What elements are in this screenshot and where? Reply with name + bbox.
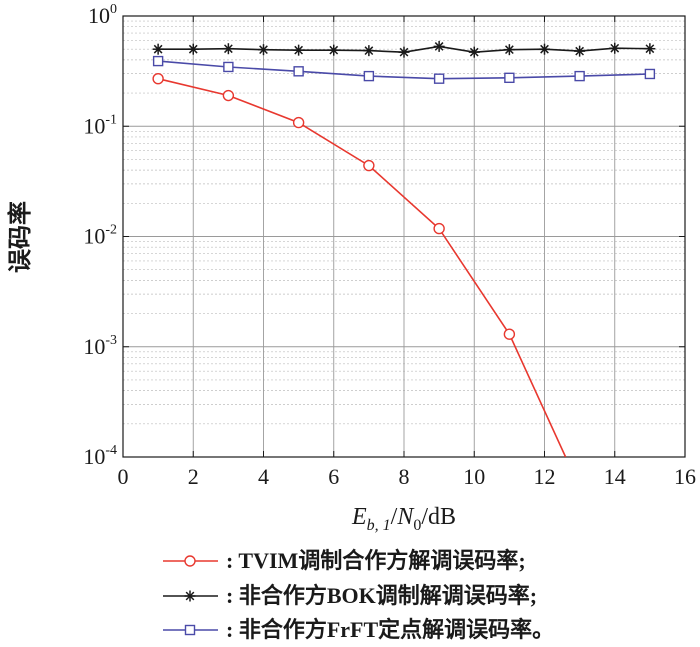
y-axis-label: 误码率 [6, 201, 34, 273]
legend: : TVIM调制合作方解调误码率; : 非合作方BOK调制解调误码率; : 非合作方… [163, 548, 554, 642]
series-2-point [152, 43, 164, 55]
series-1-line [157, 77, 567, 457]
series-2-point [328, 44, 340, 56]
legend-item: : 非合作方BOK调制解调误码率; [163, 583, 537, 608]
x-tick-label: 12 [534, 464, 556, 489]
legend-marker [184, 555, 196, 567]
series-2-point [222, 43, 234, 55]
x-tick-label: 14 [604, 464, 626, 489]
series-3-point [363, 70, 375, 82]
legend-label: : 非合作方BOK调制解调误码率; [226, 583, 537, 608]
series-3-point [504, 72, 515, 84]
series-2-point [398, 46, 410, 58]
series-2-point [187, 43, 199, 55]
series-1-point [363, 159, 375, 172]
grid-lines [123, 16, 685, 458]
series-1-point [503, 328, 516, 340]
series-2-point [258, 44, 269, 56]
x-tick-label: 8 [399, 464, 410, 489]
series-2-point [539, 43, 550, 55]
y-tick-label: 10-1 [83, 112, 117, 138]
series-3 [152, 55, 656, 84]
series-1-point [433, 222, 445, 235]
series-2-point [363, 45, 375, 57]
legend-item: : TVIM调制合作方解调误码率; [163, 548, 526, 573]
y-tick-label: 10-4 [83, 443, 117, 469]
x-tick-label: 6 [328, 464, 339, 489]
series-2 [152, 40, 656, 58]
series-3-point [293, 66, 304, 77]
legend-marker [184, 624, 196, 636]
series-2-point [644, 43, 656, 55]
y-tick-label: 10-3 [83, 333, 117, 359]
series-3-point [433, 73, 445, 84]
y-tick-label: 100 [88, 2, 117, 28]
series-1 [152, 72, 567, 457]
legend-label: : TVIM调制合作方解调误码率; [226, 548, 526, 573]
x-tick-label: 4 [258, 464, 269, 489]
axis-ticks: 0 2 4 6 8 10 12 14 16 100 10-1 10-2 10-3 10-4 [83, 2, 696, 489]
series-2-point [433, 40, 445, 52]
series-3-line [158, 60, 650, 80]
x-tick-label: 16 [674, 464, 696, 489]
series-2-point [468, 46, 480, 58]
series-2-point [293, 44, 305, 56]
x-tick-label: 0 [118, 464, 129, 489]
x-axis-label: Eb, 1/N0/dB [351, 504, 456, 534]
legend-item: : 非合作方FrFT定点解调误码率。 [163, 617, 554, 642]
series-1-point [152, 72, 164, 85]
x-tick-label: 10 [463, 464, 485, 489]
series-3-point [644, 68, 656, 80]
legend-marker [184, 590, 196, 602]
series-2-point [609, 42, 621, 54]
series-1-point [292, 116, 305, 129]
series-layer [152, 40, 656, 457]
y-tick-label: 10-2 [83, 223, 117, 249]
legend-label: : 非合作方FrFT定点解调误码率。 [226, 617, 554, 642]
series-2-point [574, 45, 586, 57]
series-3-point [152, 55, 164, 67]
series-3-point [574, 70, 585, 82]
series-3-point [223, 61, 234, 73]
series-1-point [222, 89, 235, 102]
series-2-point [503, 44, 515, 56]
x-tick-label: 2 [188, 464, 199, 489]
